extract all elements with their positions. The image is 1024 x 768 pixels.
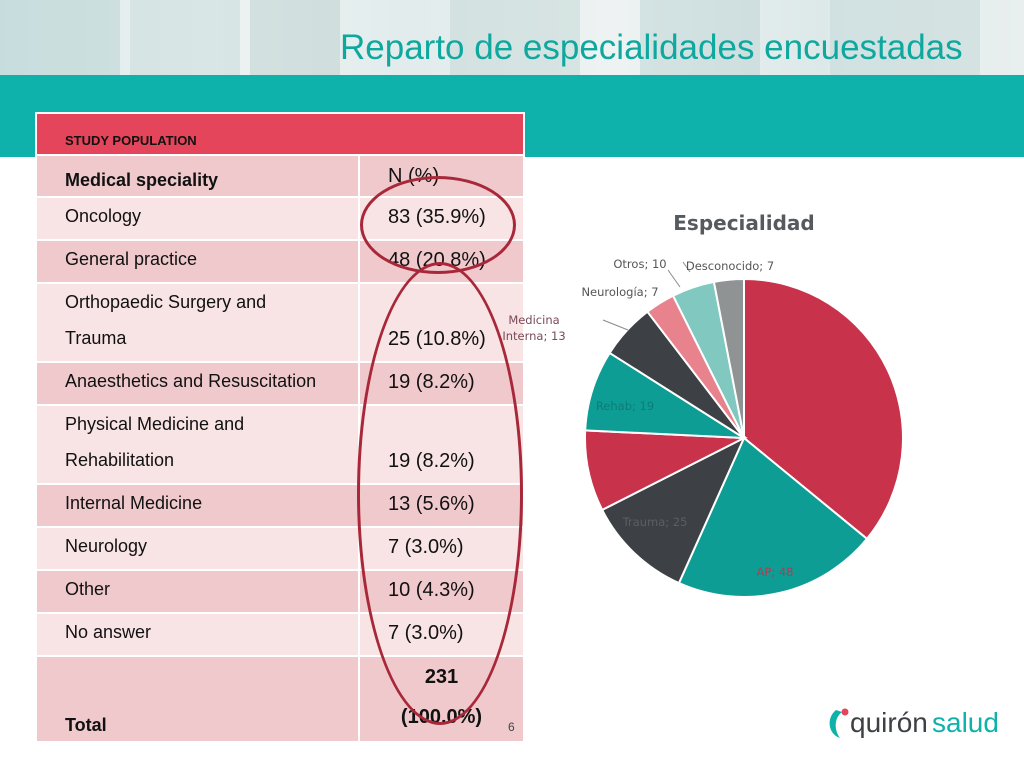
total-value-line: 231 (424, 666, 459, 688)
total-label: Total (35, 655, 360, 743)
table-caption: STUDY POPULATION (34, 112, 526, 156)
row-label-line: Trauma (65, 328, 127, 348)
table-row: Orthopaedic Surgery and Trauma 25 (10.8%) (35, 282, 526, 363)
svg-text:quirón: quirón (850, 707, 928, 738)
chart-title: Especialidad (673, 211, 815, 235)
table-row: General practice 48 (20.8%) (35, 239, 526, 284)
row-value: 19 (8.2%) (357, 404, 526, 485)
slice-label: Neurología; 7 (581, 285, 658, 299)
row-label-line: Anaesthetics and Resuscitation (65, 371, 317, 391)
pie-slice-medicina-interna (608, 310, 745, 439)
table-row: Internal Medicine 13 (5.6%) (35, 483, 526, 528)
row-label-line: Neurology (65, 536, 148, 556)
row-label: Internal Medicine (35, 483, 360, 528)
photo-tile (640, 0, 760, 75)
slice-label: Onco; 83 (832, 378, 884, 392)
pie-slice-trauma (600, 435, 747, 585)
page-number: 6 (508, 720, 515, 734)
row-value: 7 (3.0%) (357, 526, 526, 571)
row-label-line: General practice (65, 249, 198, 269)
row-value: 13 (5.6%) (357, 483, 526, 528)
pie-slice-anestesia (584, 429, 748, 512)
header-photo-banner (0, 0, 1024, 75)
slide-title: Reparto de especialidades encuestadas (340, 28, 963, 67)
row-label: Anaesthetics and Resuscitation (35, 361, 360, 406)
row-value: 19 (8.2%) (357, 361, 526, 406)
table-row: Other 10 (4.3%) (35, 569, 526, 614)
row-value: 48 (20.8%) (357, 239, 526, 284)
pie-slice-onco (743, 277, 904, 541)
photo-tile (250, 0, 340, 75)
row-label: Neurology (35, 526, 360, 571)
row-label: General practice (35, 239, 360, 284)
table-row: Neurology 7 (3.0%) (35, 526, 526, 571)
row-value: 25 (10.8%) (357, 282, 526, 363)
row-label-line: Internal Medicine (65, 493, 203, 513)
pie-slice-neurolog-a (646, 294, 745, 439)
quironsalud-logo: quirón salud (829, 707, 999, 738)
svg-text:salud: salud (932, 707, 999, 738)
row-label-line: Physical Medicine and (65, 414, 245, 434)
total-value-line: (100.0%) (400, 706, 483, 728)
row-value: 83 (35.9%) (357, 196, 526, 241)
photo-tile (450, 0, 580, 75)
slice-label: Desconocido; 7 (686, 259, 774, 273)
row-label-line: No answer (65, 622, 152, 642)
table-row: Anaesthetics and Resuscitation 19 (8.2%) (35, 361, 526, 406)
row-label: Oncology (35, 196, 360, 241)
slice-label: Otros; 10 (613, 257, 666, 271)
total-value: 231 (100.0%) (357, 655, 526, 743)
pie-slice-ap (677, 436, 869, 598)
slice-label: Anestesia; 19 (593, 447, 671, 461)
logo-mark-icon (829, 710, 842, 738)
row-label-line: Other (65, 579, 111, 599)
row-label-line: Oncology (65, 206, 142, 226)
photo-tile (830, 0, 980, 75)
leader-line (682, 261, 691, 273)
photo-tile (0, 0, 120, 75)
row-value: 7 (3.0%) (357, 612, 526, 657)
slice-label: Trauma; 25 (622, 515, 688, 529)
row-label: No answer (35, 612, 360, 657)
column-header-n: N (%) (357, 154, 526, 198)
leader-line (602, 319, 629, 331)
row-label-line: Rehabilitation (65, 450, 175, 470)
pie-slice-rehab (584, 351, 748, 440)
column-header-speciality: Medical speciality (35, 154, 360, 198)
slice-label: Rehab; 19 (596, 399, 654, 413)
pie-slice-otros (671, 280, 745, 439)
row-label: Orthopaedic Surgery and Trauma (35, 282, 360, 363)
slice-label: AP; 48 (757, 565, 794, 579)
pie-slice-desconocido (712, 277, 745, 439)
study-population-table: STUDY POPULATION Medical speciality N (%) O… (34, 112, 526, 743)
table-row: Oncology 83 (35.9%) (35, 196, 526, 241)
row-value: 10 (4.3%) (357, 569, 526, 614)
row-label-line: Orthopaedic Surgery and (65, 292, 267, 312)
row-label: Physical Medicine and Rehabilitation (35, 404, 360, 485)
photo-tile (130, 0, 240, 75)
row-label: Other (35, 569, 360, 614)
table-row: Physical Medicine and Rehabilitation 19 (8… (35, 404, 526, 485)
leader-line (667, 269, 681, 288)
table-row: No answer 7 (3.0%) (35, 612, 526, 657)
